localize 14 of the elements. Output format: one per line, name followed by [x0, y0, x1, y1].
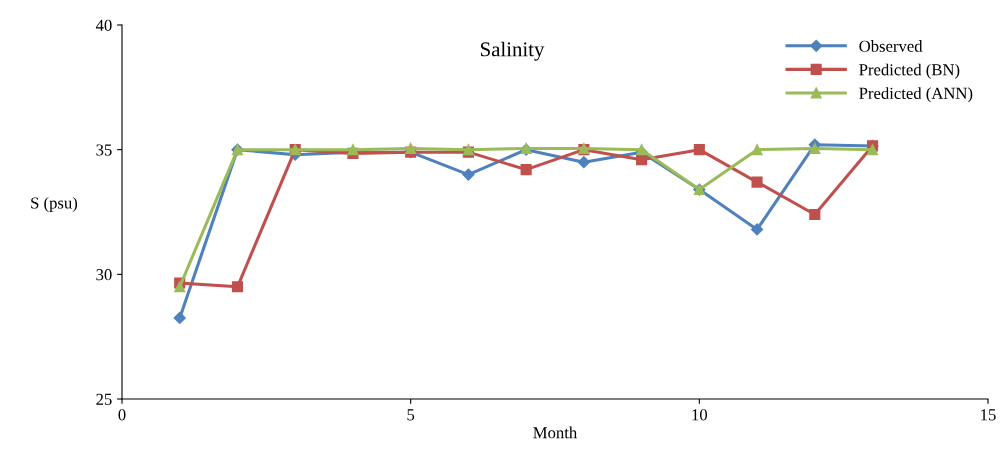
x-tick-label: 5 [407, 409, 415, 421]
x-axis-title: Month [533, 426, 578, 439]
legend-label: Predicted (ANN) [859, 87, 973, 103]
y-axis-title: S (psu) [31, 196, 78, 212]
y-tick-label: 25 [96, 393, 112, 405]
x-tick-label: 0 [118, 409, 126, 421]
legend-label: Predicted (BN) [859, 63, 960, 79]
text: Salinity [480, 41, 545, 61]
y-tick-label: 30 [96, 269, 112, 281]
y-tick-label: 40 [95, 19, 112, 31]
legend-label: Observed [859, 40, 923, 52]
y-tick-label: 35 [96, 144, 112, 156]
x-tick-label: 10 [692, 409, 708, 421]
x-tick-label: 15 [981, 409, 996, 421]
